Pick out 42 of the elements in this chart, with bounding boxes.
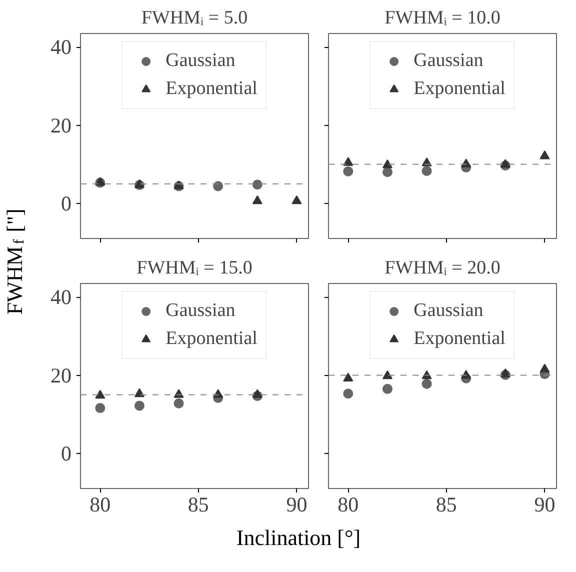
y-tick-label: 20: [50, 113, 72, 138]
legend-label: Exponential: [414, 328, 506, 350]
point: [382, 384, 392, 394]
legend-label: Exponential: [166, 328, 258, 350]
legend-label: Exponential: [414, 78, 506, 100]
point: [422, 166, 432, 176]
y-tick-label: 40: [50, 285, 72, 310]
point: [343, 388, 354, 399]
point: [382, 167, 392, 178]
y-axis-title: FWHMf ["]: [2, 208, 28, 315]
y-tick-label: 40: [50, 35, 72, 60]
x-axis-title: Inclination [°]: [236, 525, 361, 550]
legend-label: Gaussian: [166, 300, 236, 322]
point: [461, 370, 472, 379]
x-tick-label: 85: [188, 492, 209, 516]
point: [540, 364, 550, 373]
point: [343, 157, 354, 166]
chart-title: FWHMᵢ = 5.0: [141, 8, 248, 28]
legend-label: Gaussian: [414, 50, 484, 72]
y-tick-label: 0: [61, 441, 72, 466]
y-tick-label: 0: [61, 191, 72, 216]
x-tick-label: 80: [338, 492, 359, 516]
point: [500, 368, 510, 378]
x-tick-label: 90: [534, 492, 556, 516]
point: [343, 372, 354, 382]
point: [382, 370, 392, 380]
x-tick-label: 80: [90, 492, 111, 516]
point: [422, 378, 432, 389]
chart-title: FWHMᵢ = 15.0: [136, 258, 252, 278]
point: [540, 150, 550, 160]
legend-label: Gaussian: [166, 50, 236, 72]
x-tick-label: 90: [286, 492, 308, 516]
legend-label: Exponential: [166, 78, 258, 100]
legend-label: Gaussian: [414, 300, 484, 322]
chart-title: FWHMᵢ = 10.0: [384, 8, 500, 28]
y-tick-label: 20: [50, 363, 72, 388]
point: [382, 159, 392, 168]
x-tick-label: 85: [436, 492, 457, 516]
point: [343, 166, 354, 176]
point: [461, 158, 472, 168]
chart-title: FWHMᵢ = 20.0: [384, 258, 500, 278]
point: [500, 159, 510, 168]
